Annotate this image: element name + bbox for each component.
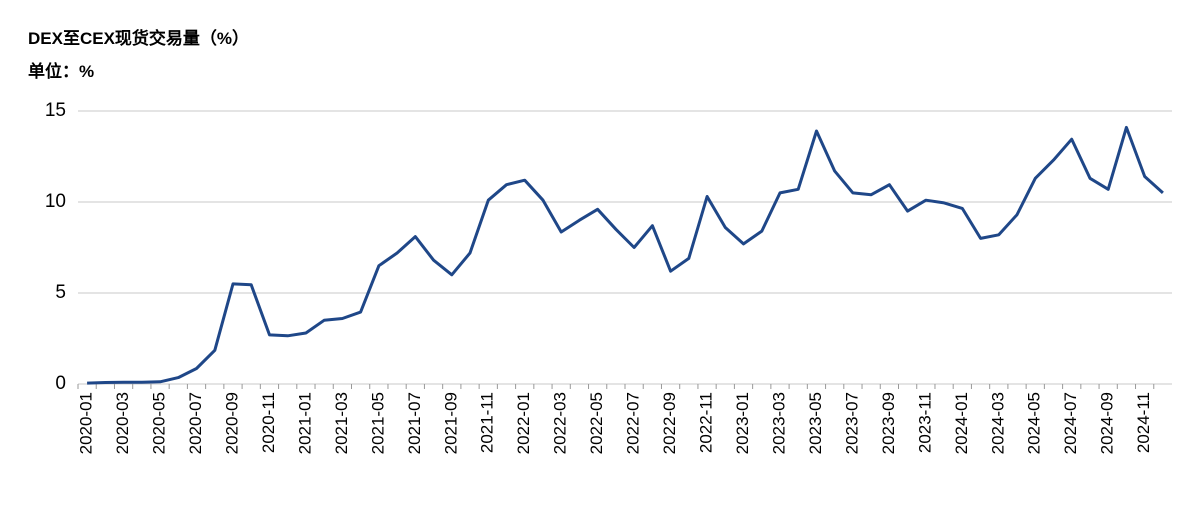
x-tick-label: 2021-01 — [295, 392, 314, 454]
x-tick-label: 2022-07 — [624, 392, 643, 454]
x-tick-label: 2022-01 — [514, 392, 533, 454]
x-tick-label: 2024-05 — [1025, 392, 1044, 454]
x-tick-label: 2024-03 — [988, 392, 1007, 454]
x-tick-label: 2022-05 — [587, 392, 606, 454]
y-tick-label: 15 — [45, 100, 66, 121]
x-tick-label: 2021-07 — [405, 392, 424, 454]
x-tick-label: 2021-03 — [332, 392, 351, 454]
x-tick-label: 2020-11 — [259, 392, 278, 453]
x-tick-label: 2023-07 — [842, 392, 861, 454]
y-tick-label: 0 — [55, 373, 66, 394]
x-tick-label: 2021-05 — [368, 392, 387, 454]
x-tick-label: 2021-09 — [441, 392, 460, 454]
y-tick-label: 10 — [45, 191, 66, 212]
x-tick-label: 2023-03 — [769, 392, 788, 454]
line-series — [87, 125, 1164, 385]
x-tick-label: 2023-01 — [733, 392, 752, 454]
x-tick-label: 2020-07 — [186, 392, 205, 454]
x-tick-label: 2023-11 — [915, 392, 934, 453]
x-tick-label: 2022-09 — [660, 392, 679, 454]
x-tick-label: 2024-09 — [1098, 392, 1117, 454]
x-tick-label: 2022-03 — [551, 392, 570, 454]
x-tick-label: 2020-03 — [113, 392, 132, 454]
x-tick-label: 2021-11 — [478, 392, 497, 453]
x-tick-label: 2024-01 — [952, 392, 971, 454]
x-tick-label: 2024-11 — [1134, 392, 1153, 453]
x-tick-label: 2024-07 — [1061, 392, 1080, 454]
x-tick-label: 2022-11 — [697, 392, 716, 453]
chart-title: DEX至CEX现货交易量（%） — [28, 28, 249, 48]
chart-subtitle: 单位：% — [28, 61, 94, 81]
x-tick-label: 2020-09 — [222, 392, 241, 454]
x-tick-label: 2020-01 — [77, 392, 96, 454]
x-tick-label: 2023-05 — [806, 392, 825, 454]
x-tick-label: 2020-05 — [150, 392, 169, 454]
y-tick-label: 5 — [55, 282, 66, 303]
x-tick-label: 2023-09 — [879, 392, 898, 454]
